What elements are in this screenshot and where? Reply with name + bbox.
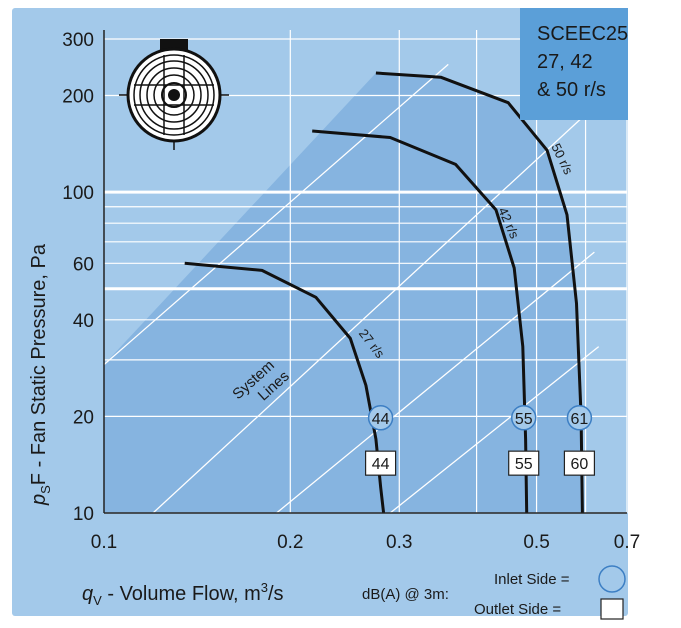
- operating-region-layer: [104, 73, 583, 513]
- y-title-p: p: [28, 494, 50, 506]
- inlet-dba-badge: [367, 405, 394, 431]
- legend-dba-label: dB(A) @ 3m:: [362, 586, 449, 603]
- outlet-dba-value: 44: [372, 456, 390, 473]
- y-tick-label: 20: [73, 407, 94, 428]
- title-box: [520, 8, 628, 120]
- outlet-dba-badge: [364, 450, 397, 476]
- inlet-dba-value: 55: [515, 411, 533, 428]
- legend-outlet-swatch: [600, 598, 624, 620]
- curve-27-r-s: [184, 261, 386, 514]
- outlet-dba-value: 60: [571, 456, 589, 473]
- system-line-1: [103, 63, 449, 366]
- y-tick-label: 10: [73, 504, 94, 525]
- x-tick-label: 0.1: [91, 532, 117, 553]
- curve-50-r-s: [375, 71, 584, 514]
- y-tick-label: 60: [73, 254, 94, 275]
- curves-layer: 27 r/s42 r/s50 r/s: [184, 71, 584, 514]
- badges-layer: 44 44 55 55 61 60: [364, 405, 596, 476]
- y-title-main: F - Fan Static Pressure, Pa: [28, 243, 50, 485]
- y-tick-label: 200: [62, 87, 94, 108]
- title-line-3: & 50 r/s: [537, 79, 606, 101]
- title-line-2: 27, 42: [537, 51, 593, 73]
- inlet-dba-badge: [510, 405, 537, 431]
- y-tick-label: 100: [62, 183, 94, 204]
- title-line-1: SCEEC25: [537, 23, 628, 45]
- y-tick-label: 40: [73, 311, 94, 332]
- inlet-dba-value: 44: [372, 411, 390, 428]
- inlet-dba-value: 61: [571, 411, 589, 428]
- outlet-dba-value: 55: [515, 456, 533, 473]
- legend-inlet-label: Inlet Side =: [494, 571, 570, 588]
- legend-inlet-swatch: [598, 565, 626, 593]
- system-line-2: [152, 105, 595, 514]
- fan-icon: [119, 39, 229, 150]
- system-lines-layer: [103, 63, 600, 514]
- legend-outlet-label: Outlet Side =: [474, 601, 561, 618]
- y-tick-labels: 10 20 40 60 100 200 300: [62, 30, 94, 525]
- x-tick-label: 0.2: [277, 532, 303, 553]
- x-tick-label: 0.7: [614, 532, 640, 553]
- system-line-3: [276, 251, 595, 514]
- y-title-sub: S: [38, 485, 53, 494]
- outlet-dba-badge: [563, 450, 596, 476]
- x-tick-label: 0.5: [523, 532, 549, 553]
- outlet-dba-badge: [508, 450, 540, 476]
- svg-text:pSF - Fan Static Pressure, Pa: pSF - Fan Static Pressure, Pa: [28, 243, 53, 506]
- y-tick-label: 300: [62, 30, 94, 51]
- inlet-dba-badge: [566, 405, 593, 431]
- x-tick-labels: 0.1 0.2 0.3 0.5 0.7: [91, 532, 640, 553]
- system-line-4: [389, 346, 600, 514]
- x-axis-title: qV - Volume Flow, m3/s: [82, 580, 284, 608]
- y-axis-title: pSF - Fan Static Pressure, Pa: [28, 243, 53, 506]
- x-tick-label: 0.3: [386, 532, 412, 553]
- operating-region: [104, 73, 583, 513]
